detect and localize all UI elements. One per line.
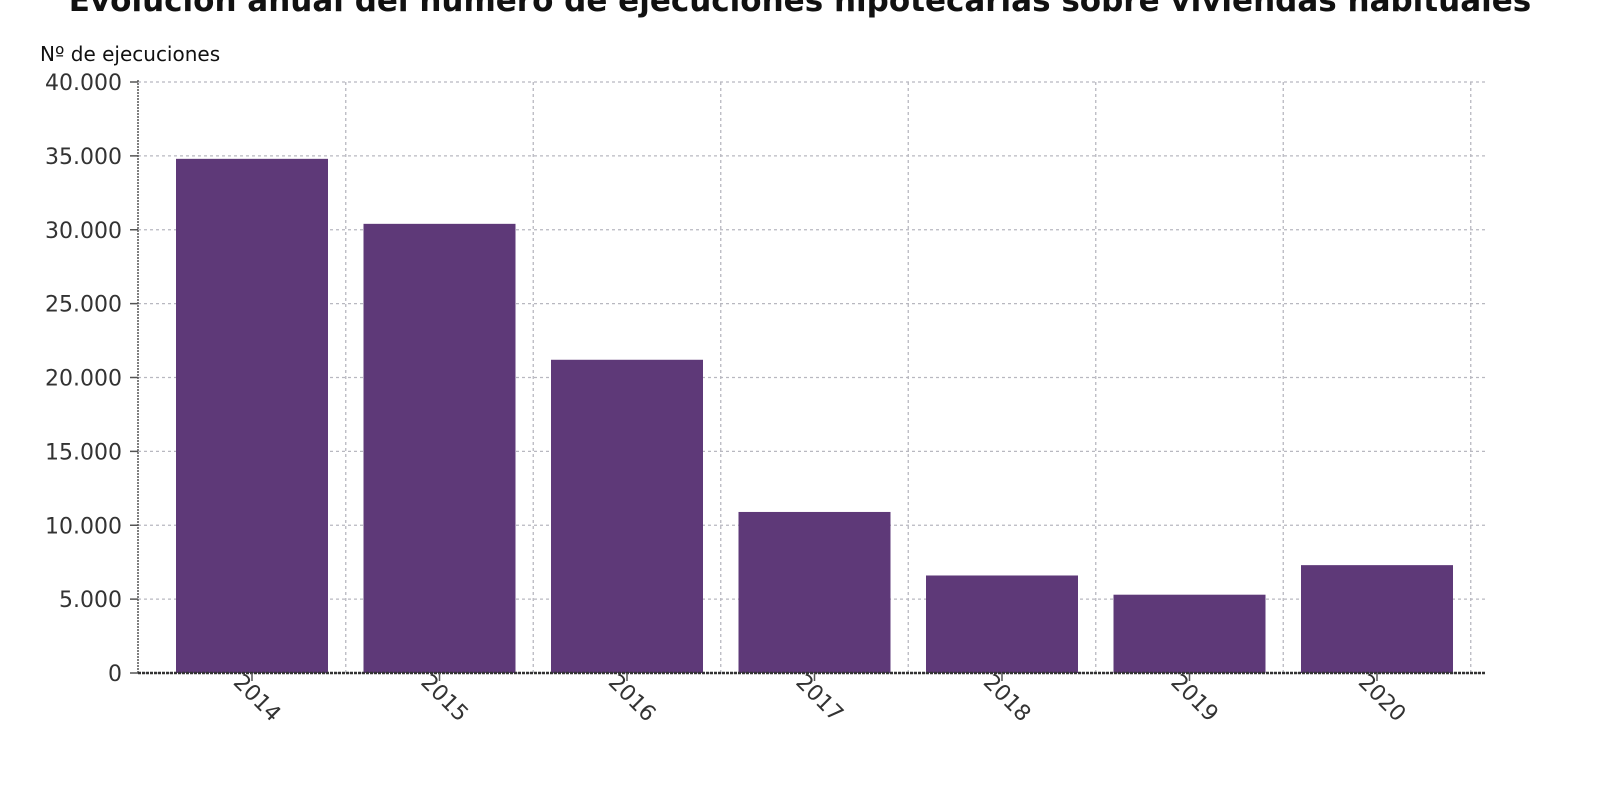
- axes: [130, 80, 1486, 681]
- y-tick-label: 10.000: [45, 514, 122, 539]
- y-axis-label: Nº de ejecuciones: [40, 42, 221, 66]
- bars: [176, 158, 1453, 673]
- chart-title: Evolución anual del número de ejecucione…: [68, 0, 1532, 19]
- x-tick-label-2017: 2017: [790, 670, 847, 727]
- y-tick-label: 25.000: [45, 293, 122, 318]
- x-tick-label-2015: 2015: [415, 670, 472, 727]
- x-tick-label-2020: 2020: [1353, 670, 1410, 727]
- y-tick-label: 35.000: [45, 145, 122, 170]
- x-tick-label-2018: 2018: [978, 670, 1035, 727]
- y-tick-label: 30.000: [45, 219, 122, 244]
- y-tick-label: 0: [108, 662, 122, 687]
- y-tick-label: 15.000: [45, 440, 122, 465]
- y-tick-labels: 0 5.000 10.000 15.000 20.000 25.000 30.000 35.0…: [45, 71, 122, 687]
- bar-2017: [738, 511, 891, 673]
- bar-2019: [1113, 594, 1266, 673]
- bar-2015: [363, 223, 516, 673]
- x-tick-label-2019: 2019: [1165, 670, 1222, 727]
- x-tick-labels: 2014 2015 2016 2017 2018 2019 2020: [228, 670, 1410, 727]
- y-tick-label: 20.000: [45, 367, 122, 392]
- y-tick-label: 40.000: [45, 71, 122, 96]
- bar-2020: [1301, 565, 1453, 673]
- bar-2014: [176, 158, 328, 673]
- y-tick-label: 5.000: [59, 588, 122, 613]
- x-tick-label-2014: 2014: [228, 670, 285, 727]
- x-tick-label-2016: 2016: [603, 670, 660, 727]
- bar-2018: [926, 575, 1078, 673]
- bar-2016: [551, 359, 703, 673]
